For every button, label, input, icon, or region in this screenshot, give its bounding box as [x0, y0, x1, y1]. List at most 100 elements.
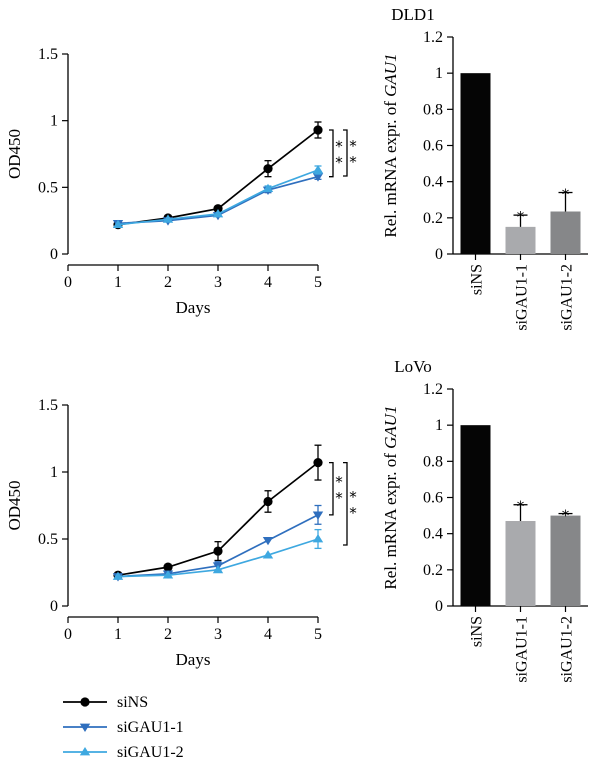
significance-star: * [517, 208, 525, 226]
y-tick-label: 1.2 [423, 29, 443, 46]
y-tick-label: 1.2 [423, 381, 443, 398]
series-siNS [113, 444, 323, 580]
data-point [212, 209, 224, 218]
legend-marker [79, 723, 91, 732]
y-axis-title-gene: GAU1 [381, 405, 400, 448]
y-axis-title: Rel. mRNA expr. of GAU1 [381, 53, 400, 237]
legend-item-siGAU1-2: siGAU1-2 [63, 744, 184, 761]
y-tick-label: 0.8 [423, 453, 443, 470]
y-tick-label: 0.5 [38, 179, 58, 196]
legend-item-siNS: siNS [63, 694, 148, 711]
lovo-expression-bar-chart: 0 0.2 0.4 0.6 0.8 1 1.2 Rel. mRNA expr. of GAU1… [381, 381, 588, 683]
bar-siNS [460, 425, 491, 606]
data-point [112, 219, 124, 229]
y-tick-label: 0.2 [423, 562, 443, 579]
x-tick-label: 0 [64, 274, 72, 291]
data-point [263, 496, 273, 507]
legend-marker [80, 697, 90, 707]
significance-bracket [329, 129, 334, 178]
data-point [162, 214, 174, 223]
legend-label: siGAU1-1 [117, 719, 184, 736]
y-axis-title-text: Rel. mRNA expr. of [381, 97, 400, 238]
bar-siNS [460, 73, 491, 255]
significance-star: * [349, 153, 357, 171]
data-point [312, 534, 324, 543]
bar-siGAU1-1 [505, 226, 536, 254]
x-tick-label: siGAU1-2 [559, 616, 576, 683]
x-tick-label: siNS [469, 616, 486, 647]
data-point [213, 204, 223, 214]
x-tick-label: siGAU1-2 [559, 264, 576, 331]
data-point [262, 183, 274, 193]
y-tick-label: 1 [50, 113, 58, 130]
legend-item-siGAU1-1: siGAU1-1 [63, 719, 184, 736]
y-tick-label: 1 [50, 464, 58, 481]
data-point [312, 511, 324, 520]
x-axis-title: Days [176, 298, 211, 317]
legend-label: siNS [117, 694, 148, 711]
y-tick-label: 1.5 [38, 46, 58, 63]
y-tick-label: 0 [50, 598, 58, 615]
bar-siGAU1-1 [505, 521, 536, 606]
x-tick-label: siNS [469, 264, 486, 295]
significance-star: * [562, 186, 570, 204]
series-siGAU1-2 [112, 528, 324, 580]
significance-star: * [349, 137, 357, 155]
x-tick-label: 3 [214, 626, 222, 643]
x-axis-title: Days [176, 650, 211, 669]
data-point [112, 571, 124, 580]
panel-title: LoVo [394, 357, 431, 376]
significance-star: * [562, 507, 570, 525]
x-tick-label: 4 [264, 626, 272, 643]
y-tick-label: 0.6 [423, 138, 443, 155]
y-tick-label: 0 [435, 246, 443, 263]
significance-star: * [335, 137, 343, 155]
significance-bracket [343, 461, 348, 546]
y-tick-label: 0.4 [423, 526, 443, 543]
bar-siGAU1-2 [550, 211, 581, 254]
series-siGAU1-2 [112, 165, 324, 229]
y-tick-label: 1.5 [38, 397, 58, 414]
x-tick-label: 3 [214, 274, 222, 291]
data-point [213, 546, 223, 556]
y-axis-title: Rel. mRNA expr. of GAU1 [381, 405, 400, 589]
x-tick-label: 1 [114, 274, 122, 291]
data-point [262, 550, 274, 559]
data-point [312, 165, 324, 174]
data-point [212, 564, 224, 574]
data-point [162, 570, 174, 579]
y-tick-label: 0.4 [423, 174, 443, 191]
x-tick-label: 2 [164, 626, 172, 643]
bar-siGAU1-2 [550, 515, 581, 606]
data-point [262, 536, 274, 546]
y-axis-title-text: Rel. mRNA expr. of [381, 449, 400, 590]
y-axis-title: OD450 [5, 480, 24, 530]
legend-label: siGAU1-2 [117, 744, 184, 761]
y-tick-label: 0.2 [423, 210, 443, 227]
x-tick-label: 1 [114, 626, 122, 643]
dld1-expression-bar-chart: 0 0.2 0.4 0.6 0.8 1 1.2 Rel. mRNA expr. of GAU1… [381, 29, 588, 331]
y-tick-label: 0 [435, 598, 443, 615]
y-tick-label: 0.5 [38, 531, 58, 548]
y-tick-label: 1 [435, 65, 443, 82]
significance-star: * [335, 489, 343, 507]
x-tick-label: 0 [64, 626, 72, 643]
significance-star: * [335, 473, 343, 491]
panel-title: DLD1 [391, 5, 434, 24]
significance-star: * [349, 504, 357, 522]
significance-bracket [343, 129, 348, 177]
x-tick-label: siGAU1-1 [514, 264, 531, 331]
significance-star: * [517, 498, 525, 516]
y-tick-label: 0.8 [423, 101, 443, 118]
data-point [163, 562, 173, 572]
x-tick-label: 5 [314, 274, 322, 291]
significance-star: * [349, 488, 357, 506]
legend: siNS siGAU1-1 siGAU1-2 [63, 694, 184, 761]
data-point [312, 173, 324, 182]
x-tick-label: 5 [314, 626, 322, 643]
legend-marker [79, 747, 91, 756]
significance-star: * [335, 153, 343, 171]
y-axis-title: OD450 [5, 129, 24, 179]
